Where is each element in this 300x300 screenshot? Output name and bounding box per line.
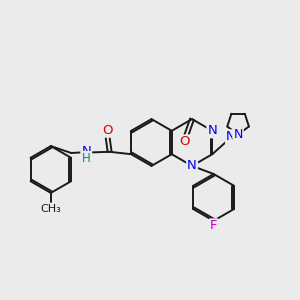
Text: CH₃: CH₃ (40, 203, 61, 214)
Text: N: N (187, 159, 197, 172)
Text: N: N (233, 128, 243, 141)
Text: F: F (210, 219, 218, 232)
Text: N: N (207, 124, 217, 137)
Text: H: H (82, 152, 91, 165)
Text: O: O (180, 135, 190, 148)
Text: N: N (226, 130, 236, 143)
Text: O: O (102, 124, 112, 137)
Text: N: N (81, 145, 91, 158)
